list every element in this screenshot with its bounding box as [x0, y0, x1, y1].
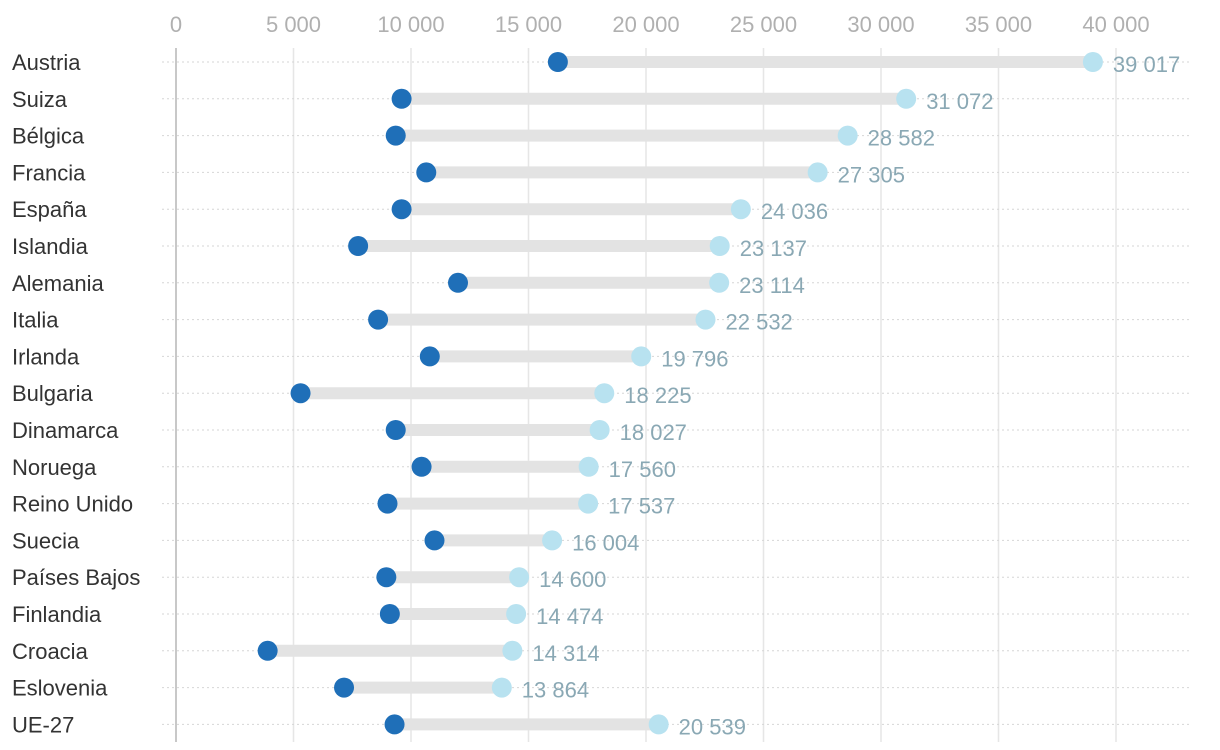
start-dot [348, 236, 369, 256]
end-dot [896, 88, 917, 109]
category-label: Dinamarca [12, 418, 119, 443]
end-dot [709, 272, 730, 293]
value-label: 14 474 [536, 604, 603, 629]
end-dot [594, 383, 615, 404]
category-label: Eslovenia [12, 676, 108, 701]
value-label: 18 027 [620, 420, 687, 445]
start-dot [385, 125, 406, 146]
category-label: España [12, 197, 87, 222]
x-tick-label: 0 [170, 12, 182, 37]
x-tick-label: 35 000 [965, 12, 1032, 37]
category-label: UE-27 [12, 712, 74, 737]
end-dot [506, 604, 527, 624]
end-dot [578, 493, 599, 514]
value-label: 17 537 [608, 494, 675, 519]
category-label: Suecia [12, 528, 80, 553]
start-dot [391, 199, 412, 220]
start-dot [377, 493, 398, 514]
end-dot [807, 162, 828, 183]
start-dot [334, 677, 355, 698]
end-dot [502, 640, 523, 661]
value-label: 27 305 [838, 162, 905, 187]
value-label: 24 036 [761, 199, 828, 224]
category-label: Francia [12, 160, 86, 185]
start-dot [424, 530, 445, 551]
start-dot [257, 640, 278, 661]
value-label: 31 072 [926, 89, 993, 114]
end-dot [648, 714, 669, 735]
end-dot [542, 530, 563, 551]
start-dot [448, 272, 468, 293]
value-label: 19 796 [661, 346, 728, 371]
category-label: Suiza [12, 87, 68, 112]
end-dot [589, 420, 610, 440]
category-label: Austria [12, 50, 81, 75]
start-dot [419, 346, 440, 367]
value-label: 28 582 [868, 126, 935, 151]
end-dot [578, 456, 599, 477]
value-label: 23 137 [740, 236, 807, 261]
start-dot [416, 162, 437, 183]
x-tick-label: 15 000 [495, 12, 562, 37]
start-dot [547, 52, 568, 72]
value-label: 14 600 [539, 567, 606, 592]
value-label: 16 004 [572, 530, 639, 555]
start-dot [391, 88, 412, 109]
x-tick-label: 5 000 [266, 12, 321, 37]
value-label: 20 539 [679, 714, 746, 739]
end-dot [730, 199, 751, 220]
x-tick-label: 40 000 [1082, 12, 1149, 37]
end-dot [509, 567, 530, 588]
value-label: 39 017 [1113, 52, 1180, 77]
end-dot [709, 236, 730, 256]
category-label: Países Bajos [12, 565, 140, 590]
start-dot [376, 567, 397, 588]
start-dot [411, 456, 432, 477]
category-label: Islandia [12, 234, 89, 259]
start-dot [379, 604, 400, 624]
value-label: 22 532 [726, 310, 793, 335]
x-tick-label: 20 000 [612, 12, 679, 37]
category-label: Irlanda [12, 344, 80, 369]
end-dot [1082, 52, 1103, 72]
end-dot [837, 125, 858, 146]
category-label: Croacia [12, 639, 89, 664]
x-tick-label: 10 000 [377, 12, 444, 37]
start-dot [290, 383, 311, 404]
start-dot [385, 420, 406, 440]
value-label: 18 225 [624, 383, 691, 408]
x-tick-label: 30 000 [847, 12, 914, 37]
category-label: Italia [12, 308, 59, 333]
category-label: Reino Unido [12, 492, 133, 517]
category-label: Bulgaria [12, 381, 93, 406]
category-label: Finlandia [12, 602, 102, 627]
value-label: 13 864 [522, 678, 589, 703]
start-dot [368, 309, 389, 330]
end-dot [695, 309, 716, 330]
end-dot [631, 346, 652, 367]
category-label: Bélgica [12, 124, 85, 149]
category-label: Noruega [12, 455, 97, 480]
end-dot [491, 677, 512, 698]
value-label: 23 114 [739, 273, 805, 298]
value-label: 17 560 [609, 457, 676, 482]
category-label: Alemania [12, 271, 104, 296]
start-dot [384, 714, 405, 735]
value-label: 14 314 [532, 641, 599, 666]
x-tick-label: 25 000 [730, 12, 797, 37]
